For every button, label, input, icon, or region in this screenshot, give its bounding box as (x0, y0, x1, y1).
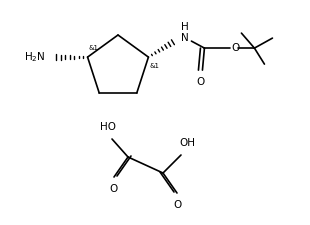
Text: H$_2$N: H$_2$N (24, 50, 46, 64)
Text: OH: OH (179, 138, 195, 148)
Text: O: O (173, 200, 181, 210)
Text: O: O (231, 43, 240, 53)
Text: &1: &1 (89, 45, 99, 51)
Text: O: O (110, 184, 118, 194)
Text: HO: HO (100, 122, 116, 132)
Text: O: O (196, 77, 205, 87)
Text: N: N (180, 33, 188, 43)
Text: &1: &1 (149, 63, 159, 69)
Text: H: H (180, 22, 188, 32)
